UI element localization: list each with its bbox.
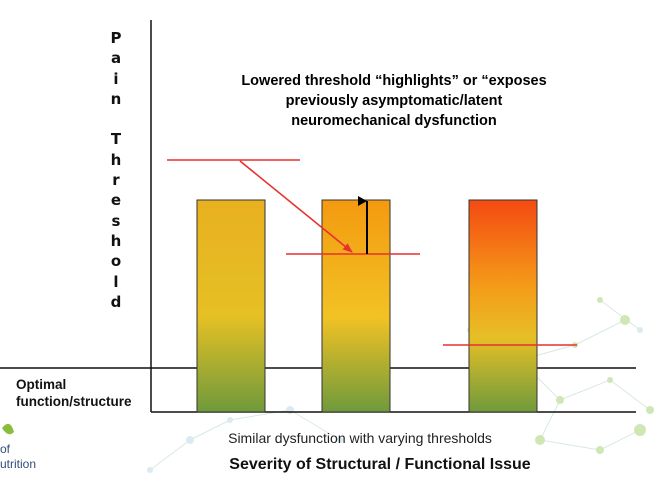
annotation-line: previously asymptomatic/latent (285, 93, 503, 109)
annotation-line: neuromechanical dysfunction (291, 113, 497, 129)
y-axis-label-letter: r (112, 171, 120, 190)
y-axis-label-letter: l (113, 272, 119, 291)
y-axis-label-letter: a (110, 49, 122, 68)
y-axis-label-gap (100, 109, 132, 129)
bar-2 (321, 199, 391, 413)
annotation-line: Lowered threshold “highlights” or “expos… (241, 73, 547, 89)
y-axis-label-letter: h (110, 150, 122, 169)
baseline-label: Optimal function/structure (16, 376, 156, 410)
logo-text-line: of (0, 442, 11, 456)
lowering-arrow (239, 160, 353, 253)
baseline-label-line: function/structure (16, 394, 132, 409)
y-axis-label-letter: e (110, 191, 122, 210)
y-axis-label-letter: i (113, 69, 119, 88)
bar-3 (468, 199, 538, 413)
baseline-label-line: Optimal (16, 377, 67, 392)
y-axis-label-letter: P (110, 29, 122, 47)
logo-leaf-icon (2, 423, 14, 435)
logo-text: of utrition (0, 442, 36, 472)
y-axis-label-letter: h (110, 231, 122, 250)
annotation-text: Lowered threshold “highlights” or “expos… (214, 71, 574, 131)
bar-1 (196, 199, 266, 413)
x-axis-label: Severity of Structural / Functional Issu… (229, 456, 531, 473)
y-axis-label-letter: s (111, 211, 121, 230)
sub-caption: Similar dysfunction with varying thresho… (228, 430, 492, 446)
y-axis-label-letter: T (110, 130, 122, 149)
network-background (147, 297, 654, 473)
y-axis-label-letter: n (110, 89, 122, 108)
logo-text-line: utrition (0, 457, 37, 471)
y-axis-label-letter: d (110, 292, 122, 311)
y-axis-label-letter: o (110, 252, 122, 271)
